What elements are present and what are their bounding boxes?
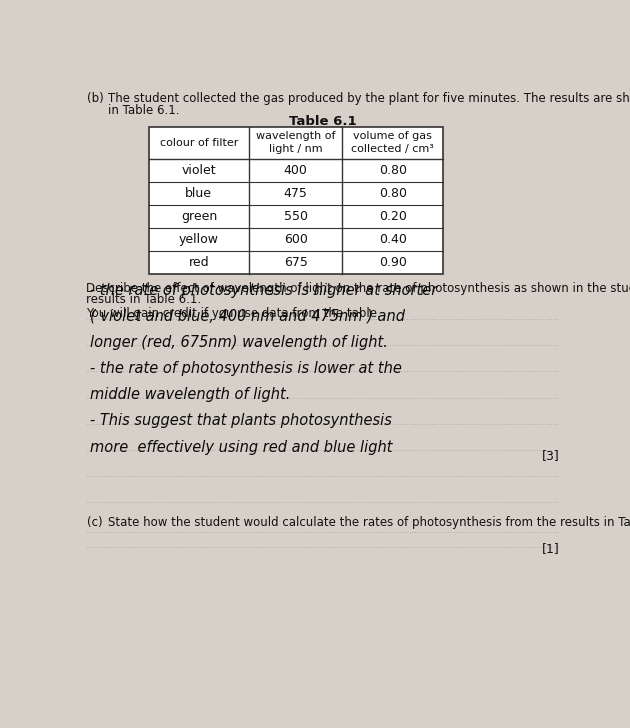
Text: The student collected the gas produced by the plant for five minutes. The result: The student collected the gas produced b… xyxy=(108,92,630,105)
Text: 550: 550 xyxy=(284,210,307,223)
Text: 0.20: 0.20 xyxy=(379,210,406,223)
Text: Describe the effect of wavelength of light on the rate of photosynthesis as show: Describe the effect of wavelength of lig… xyxy=(86,282,630,295)
Text: - the rate of photosynthesis is lower at the: - the rate of photosynthesis is lower at… xyxy=(89,361,401,376)
Text: 400: 400 xyxy=(284,164,307,177)
Text: (c): (c) xyxy=(86,516,102,529)
Text: wavelength of
light / nm: wavelength of light / nm xyxy=(256,131,336,154)
Text: 0.90: 0.90 xyxy=(379,256,406,269)
Text: volume of gas
collected / cm³: volume of gas collected / cm³ xyxy=(351,131,434,154)
Text: red: red xyxy=(188,256,209,269)
Text: State how the student would calculate the rates of photosynthesis from the resul: State how the student would calculate th… xyxy=(108,516,630,529)
Text: in Table 6.1.: in Table 6.1. xyxy=(108,103,180,116)
Text: 600: 600 xyxy=(284,233,307,246)
Text: 0.80: 0.80 xyxy=(379,164,406,177)
Text: 475: 475 xyxy=(284,187,307,200)
Text: yellow: yellow xyxy=(179,233,219,246)
Text: violet: violet xyxy=(181,164,216,177)
Text: (b): (b) xyxy=(86,92,103,105)
Text: Table 6.1: Table 6.1 xyxy=(289,115,357,128)
Text: ( violet and blue, 400 nm and 475nm ) and: ( violet and blue, 400 nm and 475nm ) an… xyxy=(89,309,404,324)
Text: green: green xyxy=(181,210,217,223)
Text: [3]: [3] xyxy=(542,449,559,462)
Text: 0.40: 0.40 xyxy=(379,233,406,246)
Text: You will gain credit if you use data from the table.: You will gain credit if you use data fro… xyxy=(86,306,381,320)
Text: 675: 675 xyxy=(284,256,307,269)
Text: middle wavelength of light.: middle wavelength of light. xyxy=(89,387,290,403)
Text: - This suggest that plants photosynthesis: - This suggest that plants photosynthesi… xyxy=(89,414,391,429)
Text: - the rate of photosynthesis is higher at shorter: - the rate of photosynthesis is higher a… xyxy=(89,282,437,298)
Text: [1]: [1] xyxy=(542,542,559,555)
Bar xyxy=(149,127,443,274)
Text: results in Table 6.1.: results in Table 6.1. xyxy=(86,293,202,306)
Text: colour of filter: colour of filter xyxy=(159,138,238,148)
Text: 0.80: 0.80 xyxy=(379,187,406,200)
Text: longer (red, 675nm) wavelength of light.: longer (red, 675nm) wavelength of light. xyxy=(89,335,387,350)
Text: more  effectively using red and blue light: more effectively using red and blue ligh… xyxy=(89,440,392,455)
Text: blue: blue xyxy=(185,187,212,200)
